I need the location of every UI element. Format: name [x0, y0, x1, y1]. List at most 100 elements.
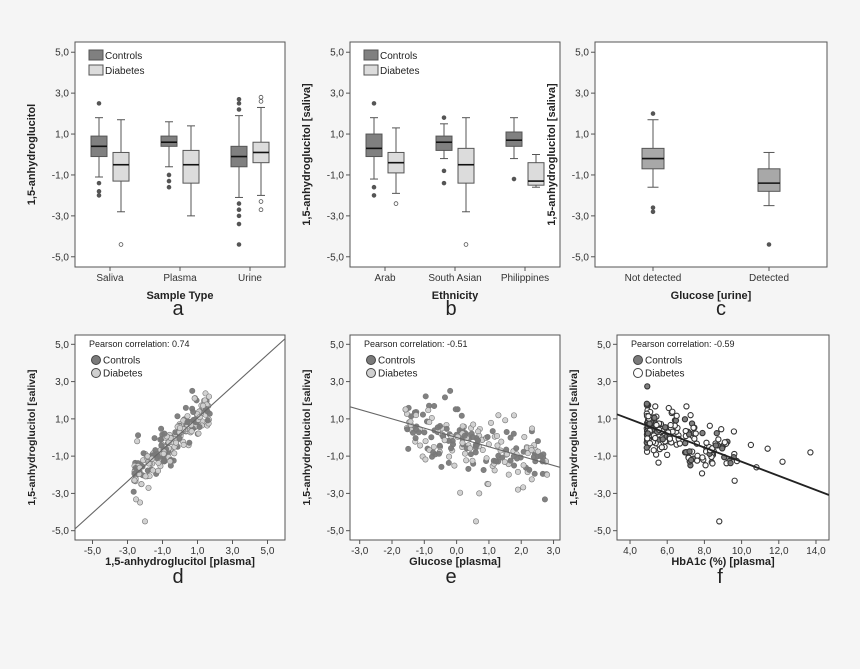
scatter-point-diabetes [485, 481, 492, 488]
scatter-point-diabetes [653, 421, 660, 429]
scatter-point-controls [651, 414, 658, 421]
x-axis-label: Glucose [urine] [671, 290, 752, 302]
scatter-point-controls [131, 470, 138, 477]
scatter-point-diabetes [544, 471, 551, 478]
outlier-point [118, 242, 124, 247]
scatter-point-controls [144, 467, 151, 474]
scatter-point-diabetes [692, 430, 699, 437]
y-tick-label: 1,0 [55, 130, 69, 141]
panel-f: 5,0 3,0 1,0 -1,0 -3,0 -5,0 1,5-anhydroglucitol… [568, 334, 830, 588]
scatter-point-controls [415, 429, 422, 436]
y-axis-label: 1,5-anhydroglucitol [26, 104, 38, 205]
x-tick-label: -5,0 [84, 546, 102, 557]
correlation-annotation: Pearson correlation: 0.74 [89, 339, 190, 349]
scatter-point-diabetes [196, 414, 203, 421]
box-iqr [505, 131, 523, 147]
scatter-point-controls [541, 496, 548, 503]
scatter-point-diabetes [413, 412, 420, 419]
outlier-point [236, 107, 242, 112]
y-tick-label: -1,0 [52, 170, 70, 181]
scatter-point-diabetes [422, 438, 429, 445]
y-tick-label: 3,0 [330, 89, 344, 100]
scatter-point-controls [422, 393, 429, 400]
outlier-point [258, 94, 264, 100]
y-tick-label: -1,0 [572, 170, 590, 181]
scatter-point-diabetes [142, 518, 149, 525]
scatter-point-diabetes [505, 471, 512, 478]
scatter-point-controls [461, 432, 468, 439]
y-tick-label: 1,0 [55, 414, 69, 425]
box-saliva-diabetes [112, 119, 130, 247]
outlier-point [371, 184, 377, 190]
x-tick-label: 1,0 [482, 546, 496, 557]
scatter-point-controls [161, 430, 168, 437]
box-philippines-controls [505, 117, 523, 182]
outlier-point [96, 193, 102, 198]
scatter-point-controls [513, 445, 520, 452]
y-tick-label: -3,0 [52, 211, 70, 222]
scatter-point-diabetes [467, 445, 474, 452]
y-axis-label: 1,5-anhydroglucitol [saliva] [301, 83, 313, 226]
scatter-point-diabetes [698, 470, 706, 477]
scatter-point-diabetes [721, 439, 728, 446]
box-not-detected-all [641, 111, 665, 215]
legend-swatch [363, 49, 379, 61]
scatter-point-diabetes [665, 404, 672, 412]
scatter-point-diabetes [529, 425, 536, 432]
scatter-point-controls [412, 435, 419, 442]
y-tick-label: -3,0 [594, 489, 612, 500]
x-axis-label: HbA1c (%) [plasma] [671, 556, 775, 568]
scatter-point-controls [436, 450, 443, 457]
regression-line [75, 338, 285, 530]
box-iqr [112, 151, 130, 182]
box-arab-controls [365, 101, 383, 198]
scatter-point-controls [686, 448, 693, 455]
box-iqr [160, 135, 178, 147]
correlation-annotation: Pearson correlation: -0.51 [364, 339, 468, 349]
scatter-point-diabetes [510, 412, 517, 419]
y-tick-label: -3,0 [52, 489, 70, 500]
box-iqr [757, 168, 781, 192]
scatter-point-controls [687, 456, 695, 464]
scatter-point-diabetes [718, 426, 725, 433]
outlier-point [441, 168, 447, 174]
y-tick-label: 5,0 [575, 48, 589, 59]
scatter-point-controls [713, 430, 720, 437]
box-plasma-controls [160, 121, 178, 190]
scatter-point-diabetes [160, 450, 167, 457]
outlier-point [166, 178, 172, 184]
scatter-point-diabetes [459, 423, 466, 430]
y-tick-label: 3,0 [55, 89, 69, 100]
legend-marker [633, 355, 643, 365]
y-tick-label: 1,0 [575, 130, 589, 141]
scatter-point-controls [184, 419, 191, 426]
x-axis-label: 1,5-anhydroglucitol [plasma] [105, 556, 255, 568]
legend-label: Diabetes [105, 66, 144, 77]
legend-swatch [88, 49, 104, 61]
plot-area [74, 41, 286, 268]
scatter-point-diabetes [683, 403, 690, 410]
scatter-point-diabetes [144, 453, 151, 460]
y-tick-label: 5,0 [330, 340, 344, 351]
scatter-point-diabetes [687, 412, 694, 419]
y-tick-label: 5,0 [55, 48, 69, 59]
x-tick-label: Philippines [501, 273, 549, 284]
box-iqr [457, 147, 475, 184]
outlier-point [393, 201, 399, 206]
scatter-point-controls [152, 447, 159, 454]
scatter-point-controls [186, 439, 193, 446]
scatter-point-diabetes [731, 477, 738, 484]
box-south-asian-controls [435, 115, 453, 186]
scatter-point-diabetes [493, 433, 500, 440]
scatter-point-diabetes [137, 499, 144, 506]
scatter-point-diabetes [206, 393, 213, 400]
legend-label: Diabetes [378, 369, 417, 380]
scatter-point-controls [445, 459, 452, 466]
panel-a: 5,0 3,0 1,0 -1,0 -3,0 -5,0 1,5-anhydroglucitol… [26, 41, 286, 320]
scatter-point-controls [189, 387, 196, 394]
scatter-point-controls [174, 413, 181, 420]
scatter-point-diabetes [667, 421, 674, 429]
scatter-point-diabetes [131, 477, 138, 484]
x-tick-label: 14,0 [806, 546, 826, 557]
